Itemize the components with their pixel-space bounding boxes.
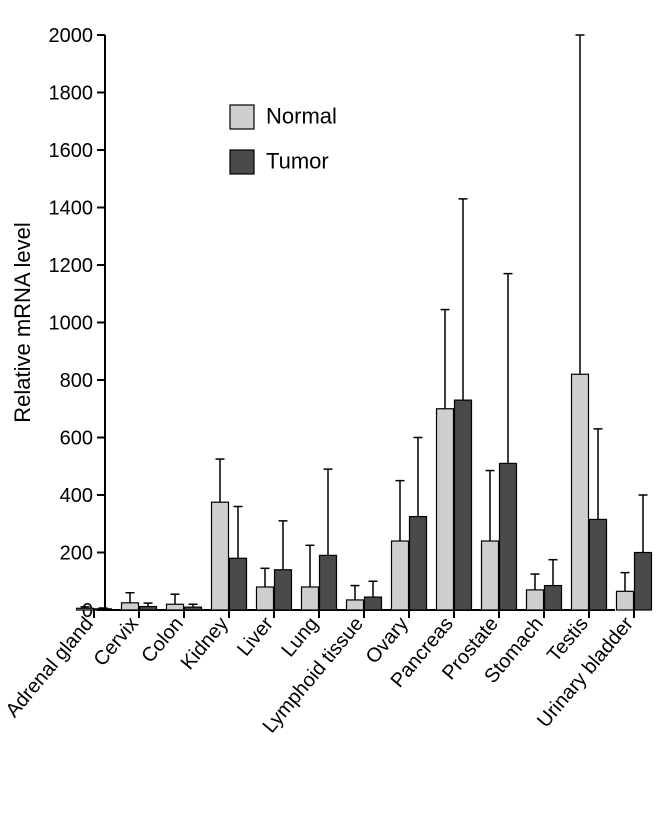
legend-swatch — [230, 150, 254, 174]
bar-tumor — [275, 570, 292, 610]
bar-tumor — [500, 463, 517, 610]
bar-tumor — [410, 517, 427, 610]
legend-swatch — [230, 105, 254, 129]
bar-normal — [572, 374, 589, 610]
bar-tumor — [320, 555, 337, 610]
bar-normal — [392, 541, 409, 610]
bar-normal — [617, 591, 634, 610]
bar-normal — [122, 603, 139, 610]
bar-normal — [212, 502, 229, 610]
bar-normal — [302, 587, 319, 610]
y-tick-label: 2000 — [49, 25, 94, 47]
y-tick-label: 1200 — [49, 255, 94, 277]
legend-label: Tumor — [266, 149, 329, 174]
bar-normal — [482, 541, 499, 610]
bar-normal — [77, 608, 94, 610]
bar-tumor — [455, 400, 472, 610]
x-category-label: Cervix — [90, 613, 143, 671]
bar-tumor — [365, 597, 382, 610]
x-category-label: Liver — [233, 613, 278, 661]
bar-tumor — [140, 607, 157, 610]
y-tick-label: 1400 — [49, 198, 94, 220]
bar-normal — [527, 590, 544, 610]
bar-tumor — [185, 607, 202, 610]
x-category-label: Kidney — [177, 613, 233, 674]
bar-tumor — [635, 553, 652, 611]
y-tick-label: 400 — [60, 485, 93, 507]
mrna-bar-chart: 0200400600800100012001400160018002000Rel… — [0, 0, 657, 824]
x-category-label: Adrenal gland — [2, 613, 98, 722]
y-tick-label: 1000 — [49, 313, 94, 335]
y-tick-label: 800 — [60, 370, 93, 392]
y-axis-label: Relative mRNA level — [10, 222, 35, 423]
bar-normal — [257, 587, 274, 610]
y-tick-label: 200 — [60, 543, 93, 565]
y-tick-label: 600 — [60, 428, 93, 450]
bar-tumor — [230, 558, 247, 610]
bar-normal — [347, 600, 364, 610]
bar-tumor — [590, 519, 607, 610]
bar-normal — [437, 409, 454, 610]
bar-tumor — [95, 609, 112, 610]
y-tick-label: 1600 — [49, 140, 94, 162]
y-tick-label: 1800 — [49, 83, 94, 105]
bar-tumor — [545, 586, 562, 610]
bar-normal — [167, 604, 184, 610]
legend-label: Normal — [266, 104, 337, 129]
